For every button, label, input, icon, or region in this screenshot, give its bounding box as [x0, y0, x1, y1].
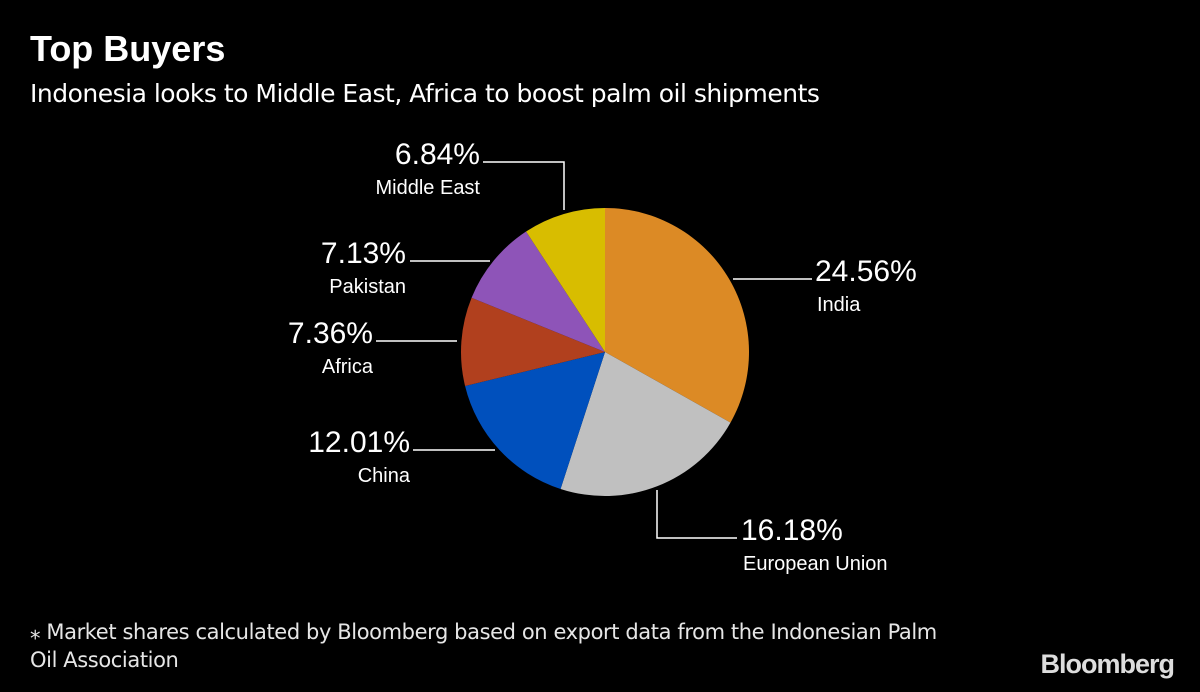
category-label-africa: Africa	[322, 356, 374, 378]
category-label-india: India	[817, 294, 861, 316]
pie-slice-china	[465, 352, 605, 489]
data-label-india: 24.56%	[815, 255, 917, 288]
category-label-pakistan: Pakistan	[329, 276, 406, 298]
category-label-china: China	[358, 465, 411, 487]
footnote: ⁎ Market shares calculated by Bloomberg …	[30, 620, 937, 672]
category-label-middle-east: Middle East	[376, 177, 481, 199]
leader-line-european-union	[656, 490, 737, 539]
leader-line-middle-east	[483, 161, 565, 210]
pie-slice-africa	[461, 297, 605, 386]
pie-slice-middle-east	[526, 208, 605, 352]
pie-slice-india	[605, 208, 749, 423]
data-label-pakistan: 7.13%	[321, 237, 406, 270]
data-label-africa: 7.36%	[288, 317, 373, 350]
category-label-european-union: European Union	[743, 553, 888, 575]
data-label-european-union: 16.18%	[741, 514, 843, 547]
chart-title: Top Buyers	[30, 28, 226, 69]
chart-subtitle: Indonesia looks to Middle East, Africa t…	[30, 79, 820, 108]
pie-slice-pakistan	[471, 231, 605, 352]
data-label-china: 12.01%	[308, 426, 410, 459]
data-label-middle-east: 6.84%	[395, 138, 480, 171]
bloomberg-logo: Bloomberg	[1040, 649, 1175, 679]
pie-slice-european-union	[560, 352, 731, 497]
